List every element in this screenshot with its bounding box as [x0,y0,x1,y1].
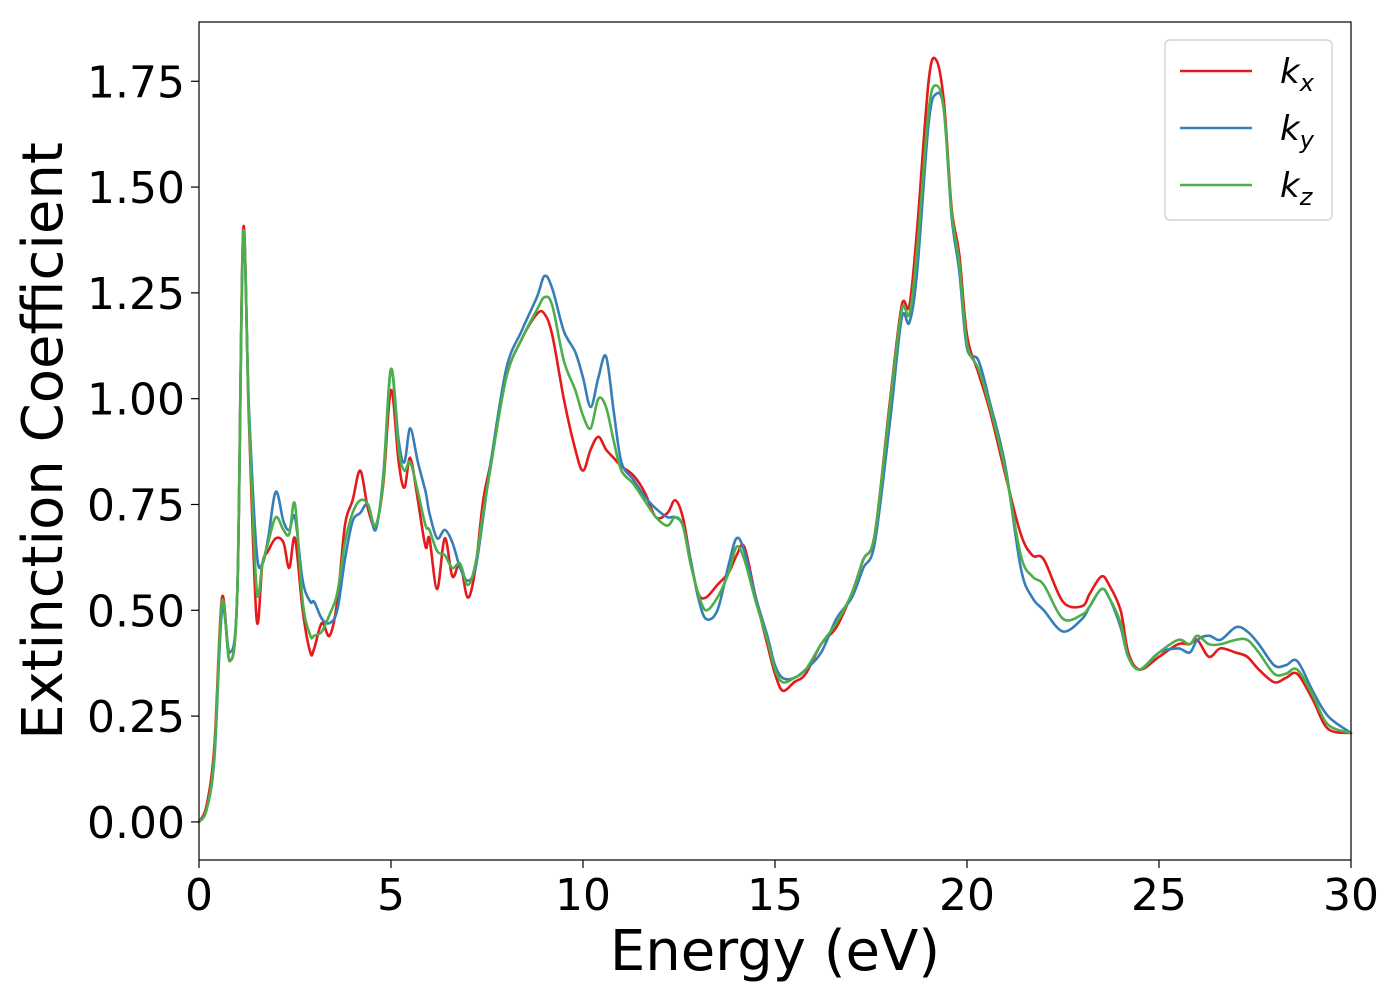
x-tick-label: 25 [1131,870,1187,921]
y-tick-label: 1.75 [87,57,185,108]
y-tick-label: 0.50 [87,586,185,637]
legend-box [1164,39,1333,221]
x-tick-label: 10 [555,870,611,921]
x-tick-label: 30 [1323,870,1379,921]
x-tick-label: 5 [377,870,405,921]
x-axis: 0 5 10 15 20 25 30 [185,860,1379,921]
y-tick-label: 1.00 [87,375,185,426]
x-tick-label: 0 [185,870,213,921]
x-axis-label: Energy (eV) [610,919,940,984]
y-tick-label: 0.25 [87,692,185,743]
x-tick-label: 20 [939,870,995,921]
x-tick-label: 15 [747,870,803,921]
legend-label-y: ky [1280,109,1315,154]
y-axis-label: Extinction Coefficient [11,142,76,740]
y-tick-label: 1.25 [87,269,185,320]
legend-label-z: kz [1280,166,1314,211]
y-tick-label: 0.75 [87,480,185,531]
plot-lines [197,56,1353,824]
legend: kx ky kz [1164,39,1333,221]
y-tick-label: 0.00 [87,798,185,849]
series-line-z [197,84,1353,824]
y-axis: 0.00 0.25 0.50 0.75 1.00 1.25 1.50 1.75 [87,57,199,849]
legend-label-x: kx [1280,52,1315,97]
y-tick-label: 1.50 [87,163,185,214]
